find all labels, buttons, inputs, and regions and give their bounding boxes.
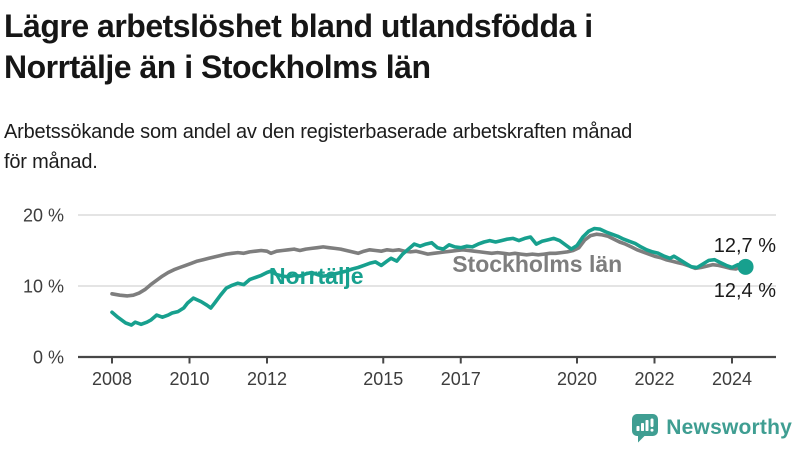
branding-footer: Newsworthy	[631, 412, 792, 444]
title-line-1: Lägre arbetslöshet bland utlandsfödda i	[4, 8, 593, 44]
series-line-stockholms-l-n	[110, 232, 748, 298]
y-axis-tick-label: 10 %	[23, 277, 64, 297]
subtitle-line-1: Arbetssökande som andel av den registerb…	[4, 121, 633, 143]
series-inline-label: Stockholms län	[452, 251, 622, 277]
x-axis-tick-label: 2008	[92, 369, 132, 389]
chart-subtitle: Arbetssökande som andel av den registerb…	[4, 117, 796, 177]
logo-bar-chart-glyph	[636, 418, 654, 432]
subtitle-line-2: för månad.	[4, 151, 98, 173]
newsworthy-logo-icon	[632, 414, 659, 443]
chart-header: Lägre arbetslöshet bland utlandsfödda i …	[4, 6, 796, 88]
x-axis-tick-label: 2022	[634, 369, 674, 389]
series-line-norrt-lje	[110, 226, 748, 327]
series-end-dot	[737, 258, 754, 275]
page-title: Lägre arbetslöshet bland utlandsfödda i …	[4, 6, 796, 88]
series-inline-label: Norrtälje	[269, 263, 364, 289]
x-axis-tick-label: 2012	[247, 369, 287, 389]
newsworthy-wordmark: Newsworthy	[666, 416, 792, 439]
x-axis-tick-label: 2015	[363, 369, 403, 389]
y-axis-tick-label: 20 %	[23, 206, 64, 226]
x-axis-tick-label: 2017	[441, 369, 481, 389]
y-axis-tick-label: 0 %	[33, 348, 64, 368]
title-line-2: Norrtälje än i Stockholms län	[4, 49, 431, 85]
end-value-label-stockholms-lan: 12,4 %	[714, 280, 776, 302]
end-value-label-norrtalje: 12,7 %	[714, 235, 776, 257]
x-axis-tick-label: 2024	[712, 369, 752, 389]
x-axis-tick-label: 2020	[557, 369, 597, 389]
x-axis-tick-label: 2010	[169, 369, 209, 389]
